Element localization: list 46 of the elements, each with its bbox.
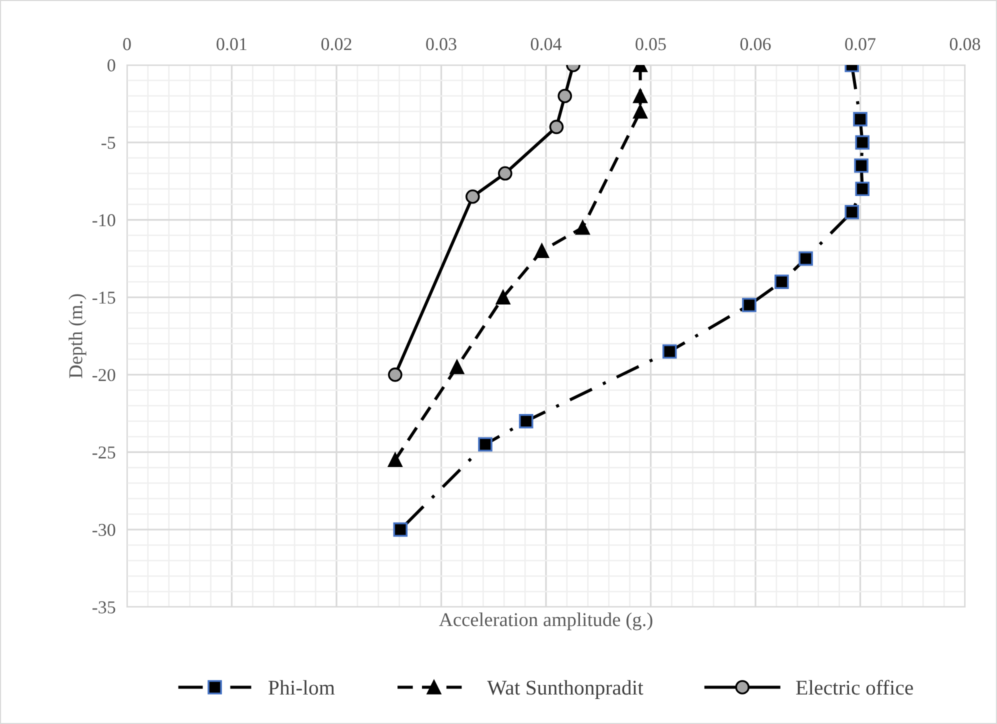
x-tick-label: 0.03	[426, 38, 456, 50]
y-tick-label: -30	[92, 524, 116, 536]
x-tick-label: 0.08	[950, 38, 980, 50]
point	[844, 204, 860, 220]
x-tick-label: 0.04	[530, 38, 562, 50]
y-tick-label: -25	[92, 446, 116, 459]
point	[450, 360, 464, 374]
y-tick-label: -35	[92, 601, 116, 614]
y-axis-title: Depth (m.)	[68, 294, 86, 378]
x-tick-label: 0.01	[216, 38, 246, 50]
point	[774, 274, 789, 289]
point	[518, 414, 534, 428]
point	[853, 112, 868, 126]
point	[549, 120, 564, 134]
y-tick-label: 0	[108, 59, 116, 72]
x-tick-label: 0	[123, 38, 131, 50]
point	[742, 298, 756, 312]
point	[498, 166, 512, 181]
x-tick-label: 0.02	[321, 38, 352, 50]
x-axis-title: Acceleration amplitude (g.)	[439, 612, 652, 630]
point	[798, 251, 813, 266]
point	[478, 437, 492, 452]
point	[662, 344, 677, 359]
point	[393, 522, 408, 537]
legend-label: Electric office	[796, 680, 913, 695]
point	[388, 452, 402, 468]
x-tick-label: 0.06	[740, 38, 771, 50]
point	[855, 135, 870, 150]
point	[854, 158, 868, 173]
point	[388, 368, 402, 382]
x-tick-label: 0.05	[636, 38, 666, 50]
x-tick-label: 0.07	[845, 38, 876, 50]
y-tick-label: -10	[92, 214, 116, 226]
point	[496, 290, 510, 304]
point	[633, 104, 648, 119]
legend-label: Phi-lom	[268, 680, 335, 695]
y-tick-label: -5	[102, 136, 116, 149]
point	[558, 88, 572, 104]
point	[633, 88, 648, 104]
y-tick-label: -20	[92, 368, 116, 382]
legend-label: Wat Sunthonpradit	[487, 680, 644, 699]
point	[576, 220, 590, 235]
y-tick-label: -15	[92, 292, 116, 304]
point	[466, 189, 480, 204]
point	[855, 182, 870, 196]
point	[534, 244, 549, 258]
